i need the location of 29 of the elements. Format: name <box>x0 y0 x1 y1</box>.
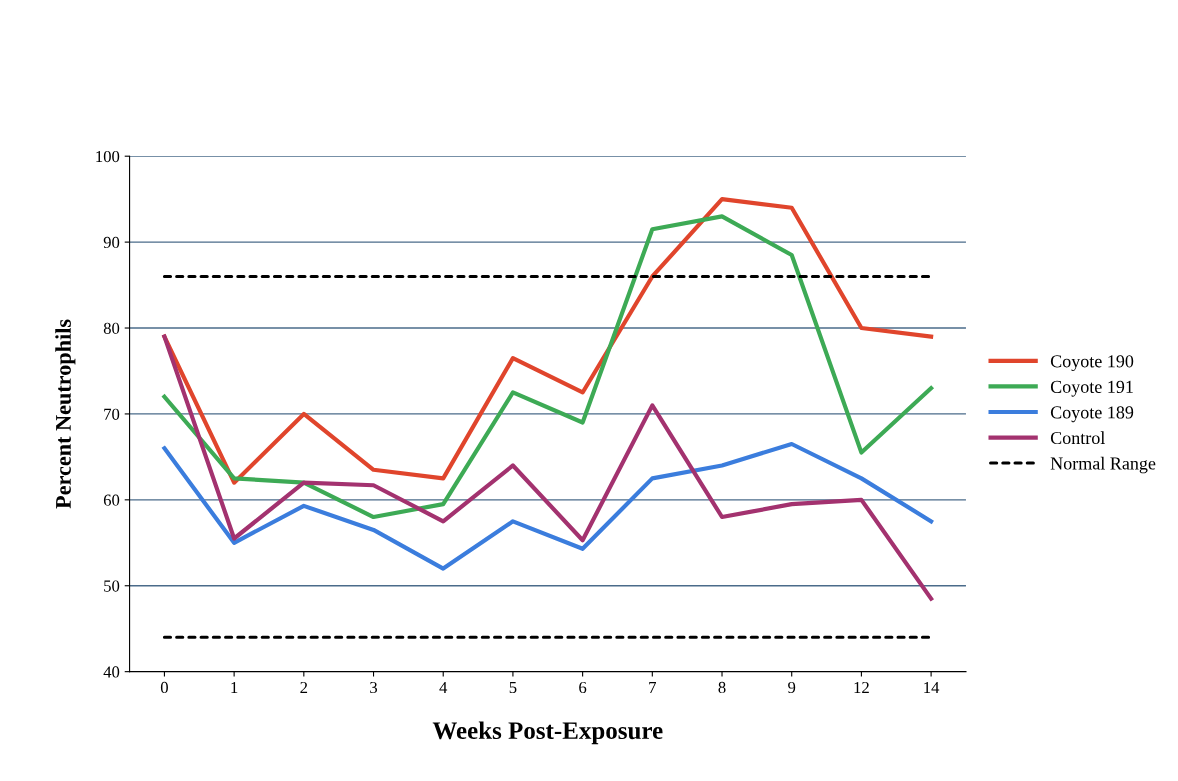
x-tick-label: 2 <box>300 681 308 693</box>
legend-label: Coyote 190 <box>1050 355 1134 372</box>
x-tick-label: 8 <box>718 681 726 694</box>
x-tick-label: 7 <box>649 682 657 693</box>
x-tick-label: 1 <box>231 681 238 693</box>
y-tick-label: 80 <box>103 322 120 334</box>
y-tick-label: 90 <box>103 236 120 249</box>
y-tick-label: 100 <box>96 150 120 163</box>
y-tick-label: 50 <box>104 580 120 592</box>
legend-label: Normal Range <box>1050 456 1156 474</box>
x-tick-label: 12 <box>854 681 869 693</box>
x-tick-label: 4 <box>439 681 448 693</box>
legend-label: Coyote 191 <box>1050 380 1133 397</box>
x-tick-label: 9 <box>788 681 796 694</box>
legend-label: Control <box>1050 431 1105 445</box>
x-tick-label: 14 <box>924 681 940 693</box>
x-tick-label: 3 <box>370 681 378 694</box>
x-tick-label: 5 <box>509 682 517 694</box>
x-tick-label: 0 <box>160 681 168 694</box>
y-axis-title: Percent Neutrophils <box>55 319 76 509</box>
y-tick-label: 40 <box>103 666 120 678</box>
legend-label: Coyote 189 <box>1050 406 1134 423</box>
x-tick-label: 6 <box>579 681 587 694</box>
y-tick-label: 60 <box>103 494 120 506</box>
y-tick-label: 70 <box>104 408 120 420</box>
line-series <box>162 334 934 601</box>
x-axis-title: Weeks Post-Exposure <box>432 721 663 745</box>
line-series <box>162 441 934 571</box>
line-series <box>162 214 934 520</box>
